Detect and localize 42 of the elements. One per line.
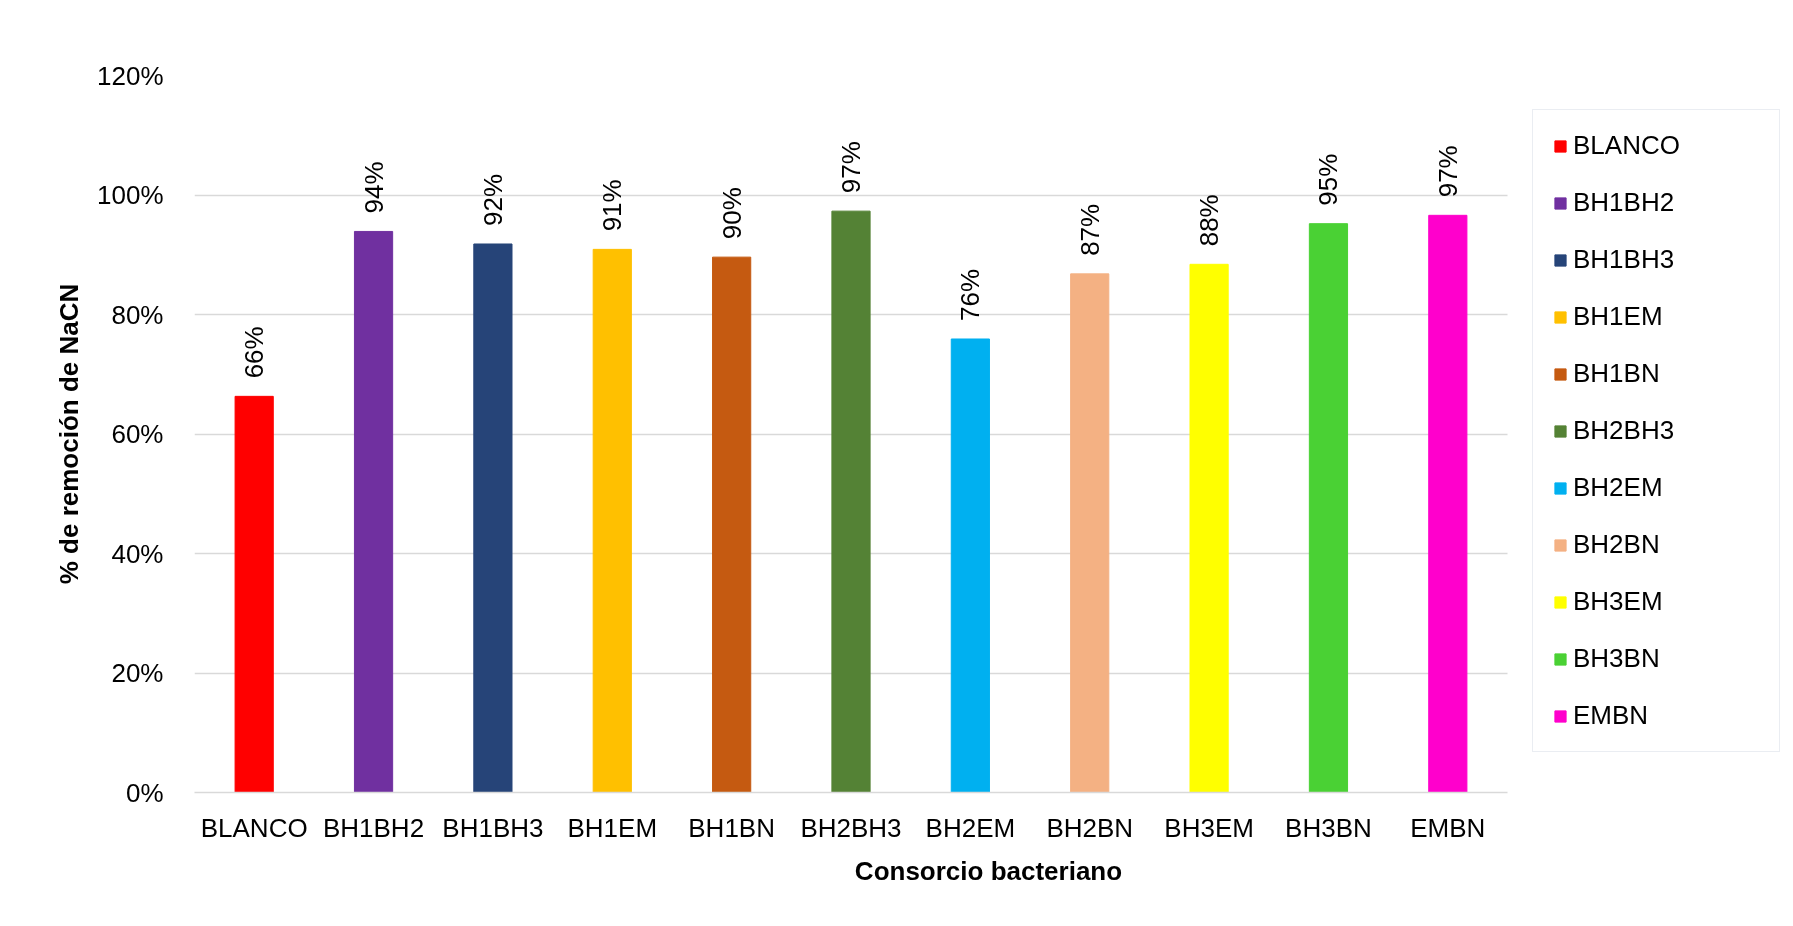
- x-tick-label: BH1BH2: [322, 812, 425, 843]
- y-tick-label: 80%: [111, 299, 164, 330]
- x-axis-title: Consorcio bacteriano: [854, 855, 1123, 886]
- legend-label: BH1EM: [1573, 301, 1664, 332]
- y-tick-label: 60%: [111, 419, 164, 449]
- x-tick-label: BH2BH3: [800, 812, 902, 843]
- data-label: 88%: [1194, 194, 1225, 247]
- x-tick-label: BH1EM: [567, 812, 658, 843]
- legend-label: BH2EM: [1573, 472, 1664, 503]
- legend-label: BH1BN: [1573, 358, 1661, 389]
- x-tick-label: BH2EM: [925, 812, 1016, 843]
- legend-label: BH3EM: [1573, 586, 1664, 617]
- legend-label: BH2BH3: [1573, 415, 1676, 446]
- x-tick-label: BH2BN: [1046, 812, 1134, 843]
- y-tick-label: 40%: [111, 538, 164, 569]
- legend-label: BH1BH2: [1573, 187, 1676, 218]
- y-axis-title: % de remoción de NaCN: [54, 283, 84, 585]
- data-label: 90%: [716, 187, 747, 240]
- x-tick-label: BH1BN: [688, 812, 775, 843]
- x-tick-label: BLANCO: [200, 812, 308, 843]
- data-label: 95%: [1313, 153, 1344, 206]
- y-tick-label: 100%: [97, 180, 164, 210]
- legend-label: BH3BN: [1573, 643, 1661, 674]
- x-tick-label: EMBN: [1410, 812, 1486, 843]
- data-label: 94%: [358, 161, 389, 214]
- data-label: 66%: [239, 326, 270, 379]
- x-tick-label: BH3EM: [1164, 812, 1254, 843]
- x-tick-label: BH3BN: [1285, 812, 1372, 843]
- y-tick-label: 0%: [125, 777, 164, 808]
- legend-label: BH2BN: [1573, 529, 1661, 560]
- y-tick-label: 120%: [97, 60, 164, 91]
- data-label: 97%: [1432, 145, 1463, 198]
- data-label: 97%: [836, 141, 866, 194]
- legend-label: EMBN: [1573, 700, 1650, 731]
- data-label: 76%: [955, 268, 986, 321]
- data-label: 91%: [597, 179, 628, 232]
- data-label: 87%: [1074, 203, 1105, 256]
- x-tick-label: BH1BH3: [442, 812, 544, 843]
- data-label: 92%: [477, 173, 508, 226]
- y-tick-label: 20%: [111, 658, 164, 688]
- legend-label: BH1BH3: [1573, 244, 1676, 275]
- legend-label: BLANCO: [1573, 130, 1681, 161]
